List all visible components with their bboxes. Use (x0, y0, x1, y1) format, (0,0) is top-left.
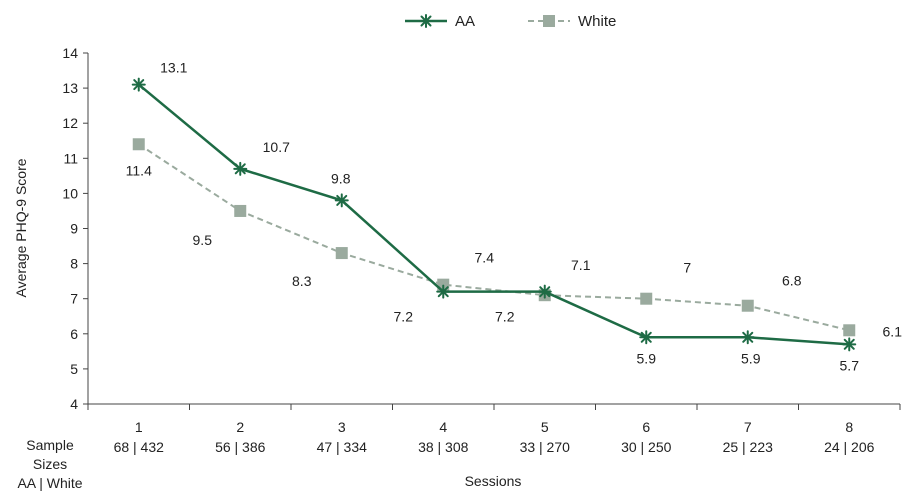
x-tick-label: 3 (338, 419, 346, 435)
data-point-white (640, 292, 653, 305)
data-label-aa: 7.2 (394, 309, 414, 325)
x-tick-label: 1 (135, 419, 143, 435)
y-tick-label: 5 (70, 361, 78, 377)
series-white (132, 138, 856, 337)
data-point-aa (233, 161, 248, 176)
y-tick-label: 9 (70, 221, 78, 237)
sample-size-label: 56 | 386 (215, 439, 266, 455)
data-label-aa: 10.7 (263, 139, 290, 155)
data-point-aa (436, 284, 451, 299)
data-label-aa: 5.7 (840, 357, 860, 373)
sample-size-label: 68 | 432 (114, 439, 165, 455)
data-label-white: 7.1 (571, 257, 591, 273)
data-point-white (741, 299, 754, 312)
data-point-aa (842, 337, 857, 352)
series-aa (131, 77, 857, 352)
y-tick-label: 10 (62, 185, 78, 201)
series-layer (131, 77, 857, 352)
data-label-white: 6.1 (883, 323, 903, 339)
y-tick-label: 12 (62, 115, 78, 131)
data-point-white (132, 138, 145, 151)
y-tick-label: 7 (70, 291, 78, 307)
sample-size-label: 24 | 206 (824, 439, 875, 455)
sample-size-label: 33 | 270 (520, 439, 571, 455)
legend-label: AA (455, 13, 475, 30)
data-point-aa (639, 330, 654, 345)
data-label-aa: 13.1 (160, 60, 187, 76)
series-line-aa (137, 83, 850, 346)
sample-size-label: 25 | 223 (723, 439, 774, 455)
x-tick-label: 2 (236, 419, 244, 435)
sample-size-label: 47 | 334 (317, 439, 368, 455)
x-axis: 1 68 | 432 2 56 | 386 3 47 | 334 4 38 | 308 5 33 … (17, 403, 901, 491)
data-label-aa: 7.2 (495, 309, 515, 325)
y-tick-label: 8 (70, 256, 78, 272)
data-point-aa (334, 193, 349, 208)
data-label-white: 7.4 (475, 250, 495, 266)
y-tick-label: 11 (63, 150, 78, 166)
legend-label: White (578, 13, 616, 30)
x-axis-label: Sessions (465, 473, 522, 489)
data-label-aa: 9.8 (331, 170, 351, 186)
data-point-aa (740, 330, 755, 345)
data-point-aa (537, 284, 552, 299)
data-label-aa: 5.9 (741, 350, 761, 366)
data-label-white: 8.3 (292, 273, 312, 289)
y-tick-label: 14 (62, 45, 78, 61)
y-axis: 4 5 6 7 8 9 10 11 12 13 14 (62, 45, 89, 412)
data-label-white: 11.4 (126, 162, 152, 178)
data-point-white (843, 324, 856, 337)
data-point-white (335, 247, 348, 260)
y-axis-label: Average PHQ-9 Score (13, 158, 29, 297)
data-labels-layer: 13.1 10.7 9.8 7.2 7.2 5.9 5.9 5.7 11.4 9.5 8.3 7.4 7… (126, 60, 903, 374)
x-tick-label: 7 (744, 419, 752, 435)
legend-marker-aa (419, 14, 433, 28)
data-label-white: 9.5 (193, 232, 213, 248)
legend-item-aa: AA (405, 13, 475, 30)
x-tick-label: 4 (439, 419, 447, 435)
y-tick-label: 6 (70, 326, 78, 342)
y-tick-label: 13 (62, 80, 78, 96)
y-tick-label: 4 (70, 396, 78, 412)
legend-item-white: White (528, 13, 616, 30)
legend-marker-white (543, 15, 555, 27)
data-label-white: 6.8 (782, 273, 802, 289)
x-tick-label: 6 (642, 419, 650, 435)
sample-sizes-caption: Sample (26, 437, 74, 453)
data-label-white: 7 (683, 260, 691, 276)
sample-sizes-caption: Sizes (33, 456, 67, 472)
x-tick-label: 5 (541, 419, 549, 435)
sample-size-label: 30 | 250 (621, 439, 672, 455)
sample-size-label: 38 | 308 (418, 439, 469, 455)
data-point-aa (131, 77, 146, 92)
data-point-white (234, 204, 247, 217)
legend: AA White (405, 13, 616, 30)
data-label-aa: 5.9 (637, 350, 657, 366)
x-tick-label: 8 (845, 419, 853, 435)
sample-sizes-caption: AA | White (17, 475, 82, 491)
